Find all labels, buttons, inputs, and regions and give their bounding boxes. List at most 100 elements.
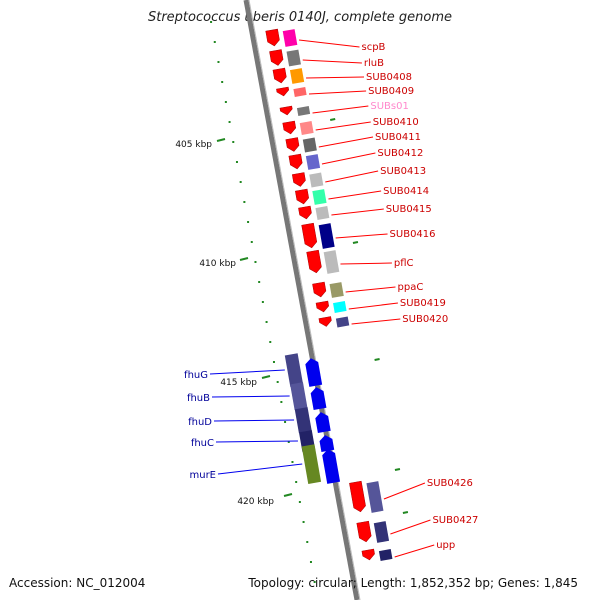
genome-backbone [243, 0, 360, 600]
leader-SUBs01 [312, 105, 369, 114]
gene-label-SUB0411: SUB0411 [375, 132, 421, 143]
tick-415 [261, 375, 271, 379]
leader-SUB0408 [306, 76, 365, 79]
leader-ppaC [345, 286, 396, 293]
tick-410 [239, 257, 249, 261]
gene-label-ppaC: ppaC [398, 282, 424, 293]
function-bar-SUB0416 [318, 223, 335, 249]
gene-label-SUB0412: SUB0412 [377, 148, 423, 159]
leader-SUB0420 [351, 318, 401, 325]
gene-arrow-rluB [269, 49, 284, 66]
function-bar-fhuD [294, 407, 312, 434]
function-bar-SUBs01 [296, 106, 311, 116]
function-bar-SUB0409 [293, 87, 307, 97]
gene-label-SUB0427: SUB0427 [432, 515, 478, 526]
tick-label-405: 405 kbp [175, 140, 212, 150]
gene-label-rluB: rluB [364, 58, 384, 69]
gene-label-fhuD: fhuD [188, 417, 212, 428]
function-bar-SUB0427 [373, 521, 390, 543]
gene-arrow-ppaC [312, 281, 327, 298]
gene-labels: scpB rluB SUB0408 SUB0409 SUBs01 SUB0410 SUB04… [184, 39, 478, 558]
function-bar-SUB0412 [305, 154, 321, 170]
gene-arrow-SUB0415 [298, 205, 312, 220]
gene-label-murE: murE [189, 470, 216, 481]
gene-arrow-murE [322, 449, 341, 484]
leader-SUB0412 [321, 152, 376, 165]
gene-label-SUB0419: SUB0419 [400, 298, 446, 309]
gene-arrow-SUB0411 [285, 137, 300, 152]
gene-arrow-pflC [306, 249, 322, 274]
gene-arrow-SUB0420 [318, 316, 332, 327]
leader-SUB0409 [308, 90, 367, 95]
leader-murE [217, 463, 303, 475]
function-bar-SUB0411 [302, 137, 317, 153]
gene-label-SUB0416: SUB0416 [390, 229, 436, 240]
gene-arrow-SUB0413 [291, 172, 306, 187]
gene-arrow-scpB [265, 28, 280, 47]
reverse-strand-genes [284, 353, 341, 484]
leader-fhuB [211, 395, 290, 398]
tick-label-420: 420 kbp [237, 497, 274, 507]
tick-dot [352, 241, 359, 244]
leader-SUB0411 [318, 136, 374, 148]
gene-arrow-SUB0427 [356, 520, 372, 543]
axis-ticks: 405 kbp 410 kbp 415 kbp 420 kbp [175, 138, 293, 507]
function-bar-SUB0413 [309, 172, 324, 188]
gene-label-SUB0409: SUB0409 [368, 86, 414, 97]
tick-dot [374, 358, 380, 361]
topology-text: Topology: circular; Length: 1,852,352 bp… [248, 576, 578, 590]
tick-405 [216, 138, 226, 142]
gene-arrow-SUB0412 [288, 153, 303, 170]
gene-label-SUB0413: SUB0413 [380, 166, 426, 177]
function-bar-fhuB [290, 382, 308, 411]
function-bar-upp [378, 549, 393, 561]
tick-label-415: 415 kbp [220, 378, 257, 388]
gene-label-fhuC: fhuC [191, 438, 214, 449]
tick-420 [283, 493, 293, 497]
function-bar-SUB0408 [289, 68, 305, 84]
map-title: Streptococcus uberis 0140J, complete gen… [147, 10, 453, 25]
function-bar-scpB [282, 29, 298, 47]
leader-SUB0419 [348, 302, 398, 310]
gene-label-SUB0426: SUB0426 [427, 478, 473, 489]
leader-rluB [302, 59, 362, 64]
leader-fhuC [215, 440, 298, 443]
function-bar-SUB0415 [315, 206, 330, 220]
gene-arrow-SUB0426 [349, 480, 366, 513]
gene-arrow-SUB0414 [295, 188, 309, 205]
gene-label-SUB0414: SUB0414 [383, 186, 429, 197]
gene-arrow-SUBs01 [279, 105, 293, 116]
leader-fhuG [209, 369, 285, 375]
gene-arrow-fhuD [315, 412, 331, 433]
leader-SUB0426 [383, 482, 426, 500]
function-bar-fhuG [284, 353, 304, 388]
leader-SUB0410 [315, 121, 371, 131]
function-bar-ppaC [329, 282, 344, 298]
gene-label-SUBs01: SUBs01 [370, 101, 408, 112]
gene-arrow-SUB0408 [272, 67, 287, 84]
gene-label-fhuB: fhuB [187, 393, 210, 404]
function-bar-SUB0420 [335, 316, 350, 328]
gene-arrow-fhuB [310, 387, 327, 410]
leader-SUB0414 [328, 190, 382, 200]
gene-label-SUB0420: SUB0420 [402, 314, 448, 325]
gene-arrow-fhuG [305, 358, 323, 387]
gene-label-upp: upp [436, 540, 455, 551]
leader-SUB0415 [331, 208, 384, 216]
tick-dot [402, 511, 409, 514]
gene-arrow-SUB0409 [276, 86, 290, 97]
gene-arrow-SUB0419 [315, 300, 329, 313]
gene-label-SUB0415: SUB0415 [386, 204, 432, 215]
leader-upp [394, 544, 435, 558]
tick-dot [394, 468, 401, 471]
gene-label-pflC: pflC [394, 258, 414, 269]
function-bar-rluB [286, 49, 301, 67]
gene-arrow-SUB0416 [301, 222, 318, 249]
gene-arrow-upp [361, 548, 375, 561]
leader-scpB [298, 39, 360, 48]
gene-arrow-fhuC [319, 435, 335, 453]
tick-dot [330, 118, 336, 121]
leader-SUB0413 [325, 170, 379, 183]
